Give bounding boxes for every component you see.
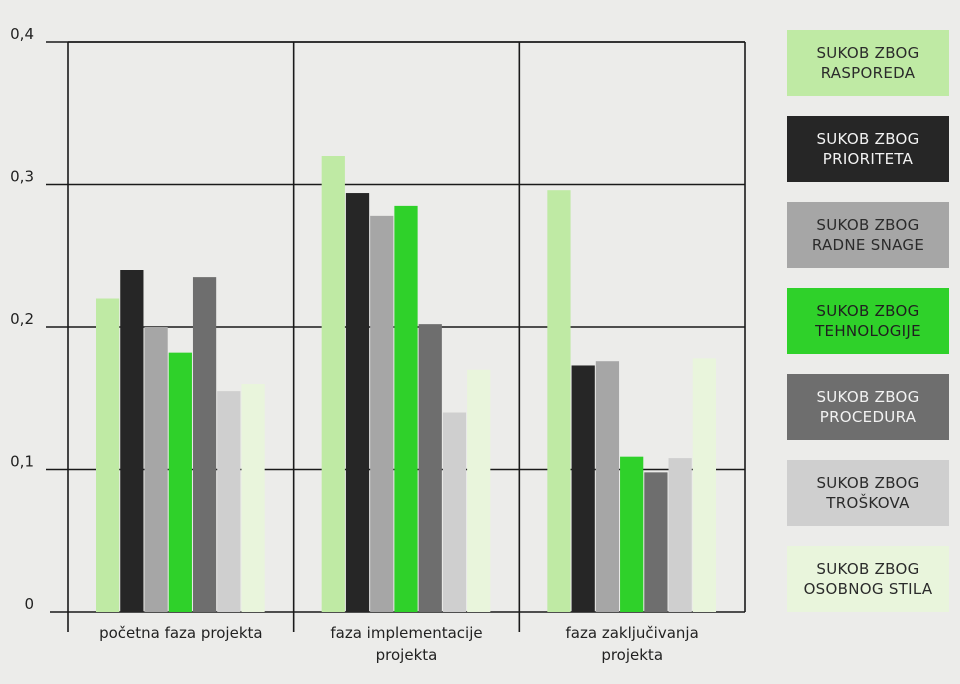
legend-label: SUKOB ZBOG OSOBNOG STILA (803, 560, 933, 598)
legend-item: SUKOB ZBOG PRIORITETA (787, 116, 949, 182)
bar (442, 412, 467, 612)
bar (692, 358, 716, 612)
bar (168, 352, 192, 612)
legend-item: SUKOB ZBOG RADNE SNAGE (787, 202, 949, 268)
bar (120, 270, 144, 612)
bar (370, 215, 394, 612)
x-tick-label: faza zaključivanja projekta (566, 624, 699, 664)
x-tick-label-line: početna faza projekta (99, 624, 263, 642)
x-tick-label-line: faza implementacije (330, 624, 482, 642)
x-tick-label-line: projekta (376, 646, 438, 664)
bar (620, 456, 644, 612)
legend-item: SUKOB ZBOG RASPOREDA (787, 30, 949, 96)
legend-label: SUKOB ZBOG TROŠKOVA (816, 474, 920, 512)
bar (394, 205, 418, 612)
x-tick-label: faza implementacije projekta (330, 624, 482, 664)
bar (418, 324, 442, 612)
legend-label: SUKOB ZBOG PROCEDURA (816, 388, 920, 426)
bar (192, 277, 217, 612)
y-tick-label: 0,1 (10, 453, 34, 471)
legend-label: SUKOB ZBOG RADNE SNAGE (811, 216, 925, 254)
legend-item: SUKOB ZBOG OSOBNOG STILA (787, 546, 949, 612)
x-tick-label: početna faza projekta (99, 624, 263, 642)
legend-label: SUKOB ZBOG PRIORITETA (816, 130, 920, 168)
x-tick-label-line: projekta (601, 646, 663, 664)
y-tick-label: 0,2 (10, 310, 34, 328)
bar (668, 458, 692, 612)
bar (241, 384, 265, 612)
bar (345, 193, 370, 613)
legend-item: SUKOB ZBOG TEHNOLOGIJE (787, 288, 949, 354)
legend-item: SUKOB ZBOG TROŠKOVA (787, 460, 949, 526)
bar (321, 156, 345, 612)
bar (144, 327, 168, 612)
bar (467, 369, 491, 612)
legend: SUKOB ZBOG RASPOREDA SUKOB ZBOG PRIORITET… (787, 30, 949, 632)
x-tick-label-line: faza zaključivanja (566, 624, 699, 642)
bar (217, 391, 241, 612)
bar (571, 365, 595, 612)
bar (595, 361, 620, 612)
y-tick-label: 0 (24, 595, 34, 613)
legend-label: SUKOB ZBOG TEHNOLOGIJE (815, 302, 921, 340)
legend-label: SUKOB ZBOG RASPOREDA (816, 44, 920, 82)
legend-item: SUKOB ZBOG PROCEDURA (787, 374, 949, 440)
y-tick-label: 0,3 (10, 168, 34, 186)
bar (547, 190, 571, 612)
bar (96, 298, 120, 612)
y-tick-label: 0,4 (10, 25, 34, 43)
bar (644, 472, 668, 612)
